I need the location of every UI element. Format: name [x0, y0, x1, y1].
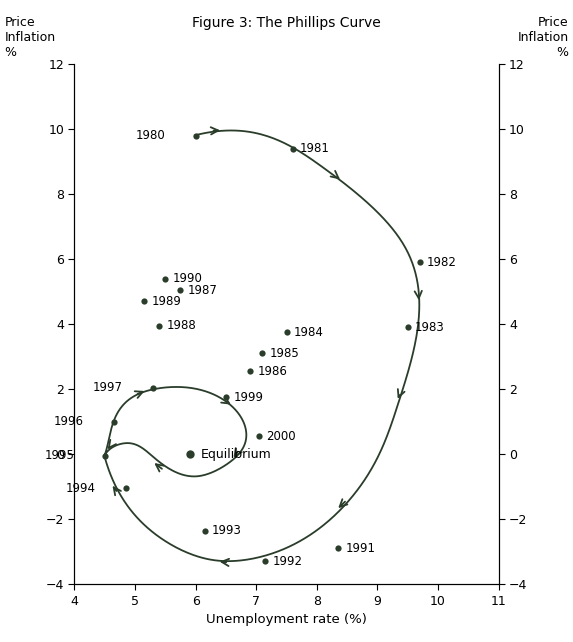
Text: 1991: 1991 — [346, 542, 375, 555]
Text: Equilibrium: Equilibrium — [201, 447, 271, 461]
Text: 1983: 1983 — [415, 321, 445, 334]
Text: Price
Inflation
%: Price Inflation % — [5, 16, 56, 59]
Text: 1986: 1986 — [257, 365, 287, 378]
X-axis label: Unemployment rate (%): Unemployment rate (%) — [206, 613, 367, 626]
Text: 1997: 1997 — [93, 381, 123, 394]
Text: 1993: 1993 — [212, 524, 242, 537]
Text: 1984: 1984 — [294, 326, 324, 339]
Text: 1985: 1985 — [269, 347, 299, 360]
Text: 1999: 1999 — [233, 391, 263, 404]
Text: Figure 3: The Phillips Curve: Figure 3: The Phillips Curve — [192, 16, 381, 30]
Text: Price
Inflation
%: Price Inflation % — [517, 16, 568, 59]
Text: 1994: 1994 — [66, 482, 96, 495]
Text: 1992: 1992 — [273, 555, 303, 568]
Text: 1988: 1988 — [167, 319, 197, 333]
Text: 2000: 2000 — [266, 430, 296, 443]
Text: 1989: 1989 — [151, 295, 181, 308]
Text: 1996: 1996 — [54, 415, 84, 428]
Text: 1987: 1987 — [188, 284, 218, 297]
Text: 1995: 1995 — [45, 449, 74, 462]
Text: 1990: 1990 — [172, 272, 202, 285]
Text: 1980: 1980 — [136, 129, 166, 142]
Text: 1981: 1981 — [300, 143, 329, 155]
Text: 1982: 1982 — [427, 256, 457, 269]
